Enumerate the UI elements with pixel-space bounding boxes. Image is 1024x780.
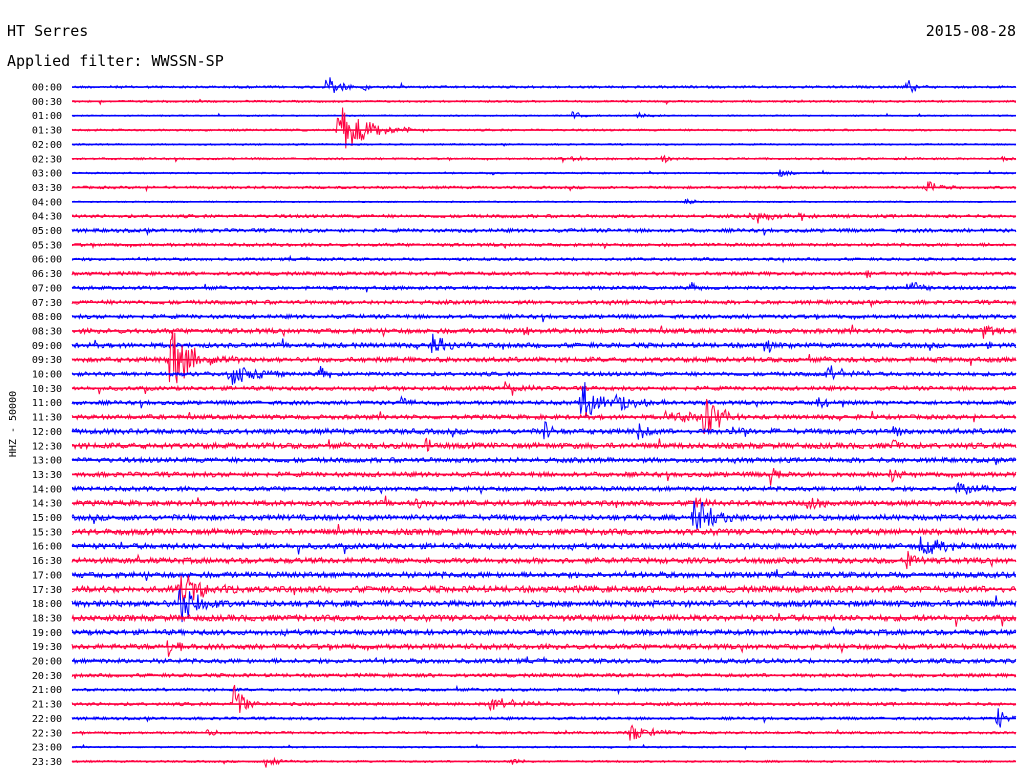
row-time-label: 17:30 bbox=[32, 585, 62, 596]
trace-row bbox=[71, 613, 1017, 627]
y-axis-label: HHZ - 50000 bbox=[8, 391, 19, 457]
row-time-labels: 00:00 00:30 01:00 01:30 02:00 02:30 03:00 03:30… bbox=[32, 83, 62, 768]
row-time-label: 18:00 bbox=[32, 599, 62, 610]
row-time-label: 15:00 bbox=[32, 513, 62, 524]
trace-row bbox=[71, 455, 1017, 466]
row-time-label: 05:30 bbox=[32, 240, 62, 251]
row-time-label: 06:30 bbox=[32, 269, 62, 280]
trace-row bbox=[71, 298, 1017, 309]
row-time-label: 08:00 bbox=[32, 312, 62, 323]
row-time-label: 19:30 bbox=[32, 642, 62, 653]
row-time-label: 03:00 bbox=[32, 169, 62, 180]
trace-row bbox=[71, 495, 1017, 511]
row-time-label: 10:30 bbox=[32, 384, 62, 395]
row-time-label: 15:30 bbox=[32, 527, 62, 538]
row-time-label: 21:30 bbox=[32, 700, 62, 711]
row-time-label: 02:00 bbox=[32, 140, 62, 151]
row-time-label: 06:00 bbox=[32, 255, 62, 266]
row-time-label: 13:30 bbox=[32, 470, 62, 481]
seismogram-traces bbox=[71, 77, 1017, 768]
row-time-label: 12:00 bbox=[32, 427, 62, 438]
trace-row bbox=[71, 672, 1017, 679]
trace-row bbox=[71, 756, 1017, 768]
row-time-label: 03:30 bbox=[32, 183, 62, 194]
row-time-label: 16:30 bbox=[32, 556, 62, 567]
row-time-label: 16:00 bbox=[32, 542, 62, 553]
trace-row bbox=[71, 333, 1017, 354]
trace-row bbox=[71, 181, 1017, 193]
filter-subtitle: Applied filter: WWSSN-SP bbox=[7, 52, 224, 70]
row-time-label: 23:00 bbox=[32, 743, 62, 754]
row-time-label: 05:00 bbox=[32, 226, 62, 237]
trace-row bbox=[71, 640, 1017, 657]
trace-row bbox=[71, 575, 1017, 603]
row-time-label: 04:00 bbox=[32, 197, 62, 208]
trace-row bbox=[71, 437, 1017, 452]
trace-row bbox=[71, 107, 1017, 149]
trace-row bbox=[71, 254, 1017, 264]
row-time-label: 04:30 bbox=[32, 212, 62, 223]
row-time-label: 18:30 bbox=[32, 613, 62, 624]
row-time-label: 09:30 bbox=[32, 355, 62, 366]
row-time-label: 00:00 bbox=[32, 83, 62, 94]
trace-row bbox=[71, 588, 1017, 623]
trace-row bbox=[71, 77, 1017, 94]
trace-row bbox=[71, 241, 1017, 250]
row-time-label: 00:30 bbox=[32, 97, 62, 108]
trace-row bbox=[71, 312, 1017, 323]
row-time-label: 22:00 bbox=[32, 714, 62, 725]
row-time-label: 13:00 bbox=[32, 456, 62, 467]
row-time-label: 14:30 bbox=[32, 499, 62, 510]
row-time-label: 01:30 bbox=[32, 126, 62, 137]
row-time-label: 17:00 bbox=[32, 570, 62, 581]
trace-row bbox=[71, 365, 1017, 385]
row-time-label: 20:00 bbox=[32, 657, 62, 668]
row-time-label: 07:00 bbox=[32, 283, 62, 294]
row-time-label: 07:30 bbox=[32, 298, 62, 309]
row-time-label: 20:30 bbox=[32, 671, 62, 682]
trace-row bbox=[71, 550, 1017, 570]
row-time-label: 11:00 bbox=[32, 398, 62, 409]
row-time-label: 08:30 bbox=[32, 326, 62, 337]
trace-row bbox=[71, 524, 1017, 537]
date-label: 2015-08-28 bbox=[926, 22, 1016, 40]
station-title: HT Serres bbox=[7, 22, 88, 40]
row-time-label: 11:30 bbox=[32, 413, 62, 424]
row-time-label: 10:00 bbox=[32, 370, 62, 381]
trace-row bbox=[71, 468, 1017, 486]
row-time-label: 01:00 bbox=[32, 111, 62, 122]
trace-row bbox=[71, 398, 1017, 435]
row-time-label: 12:30 bbox=[32, 441, 62, 452]
trace-row bbox=[71, 211, 1017, 224]
row-time-label: 23:30 bbox=[32, 757, 62, 768]
trace-row bbox=[71, 655, 1017, 665]
row-time-label: 02:30 bbox=[32, 154, 62, 165]
row-time-label: 22:30 bbox=[32, 728, 62, 739]
row-time-label: 14:00 bbox=[32, 484, 62, 495]
row-time-label: 19:00 bbox=[32, 628, 62, 639]
row-time-label: 21:00 bbox=[32, 685, 62, 696]
row-time-label: 09:00 bbox=[32, 341, 62, 352]
